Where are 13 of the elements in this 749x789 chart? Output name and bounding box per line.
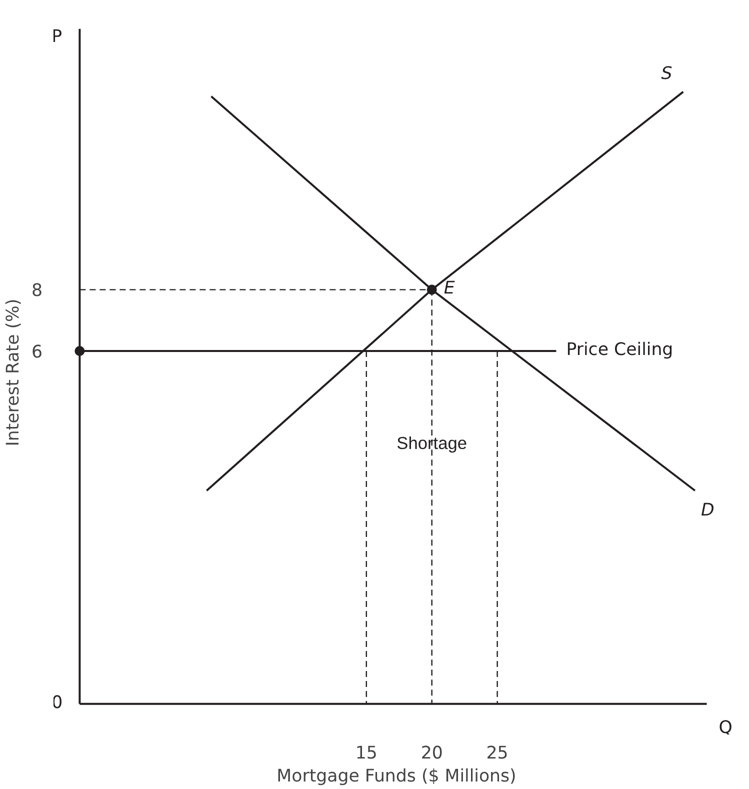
series-label: E: [444, 278, 455, 299]
y-tick-label: 6: [31, 342, 43, 363]
y-axis-title: Interest Rate (%): [3, 298, 24, 446]
y-tick-label: 8: [31, 281, 43, 302]
annotation: Shortage: [396, 433, 468, 454]
series-label: D: [700, 500, 714, 521]
text: P: [52, 26, 62, 47]
series-label: Price Ceiling: [566, 340, 674, 360]
x-tick-label: 25: [486, 744, 508, 764]
x-axis-title: Mortgage Funds ($ Millions): [276, 766, 516, 786]
series-label: S: [661, 64, 672, 84]
x-tick-label: 15: [355, 744, 378, 764]
x-tick-label: 20: [420, 744, 443, 764]
